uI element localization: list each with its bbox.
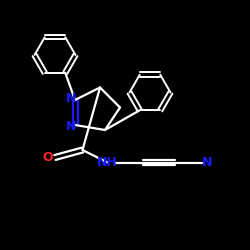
Text: O: O: [43, 151, 53, 164]
Text: N: N: [66, 92, 76, 104]
Text: N: N: [66, 120, 76, 134]
Text: NH: NH: [97, 156, 118, 169]
Text: N: N: [202, 156, 213, 169]
